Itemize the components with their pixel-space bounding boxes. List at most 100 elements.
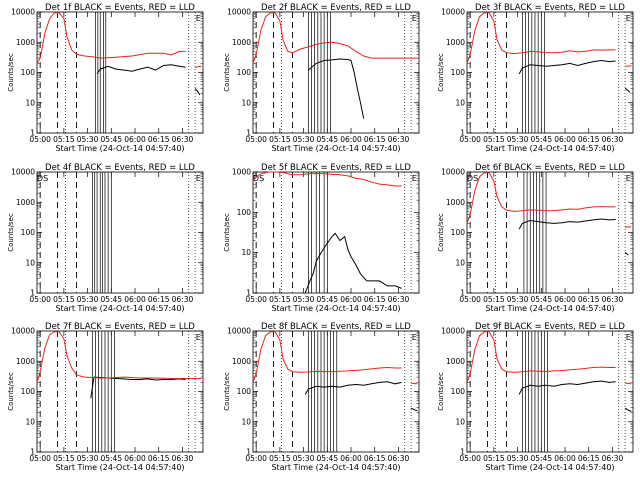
chart-7-xtick-label-5: 06:15 <box>148 454 170 463</box>
chart-9-xtick-label-6: 06:30 <box>602 454 624 463</box>
chart-1-xtick-label-5: 06:15 <box>148 135 170 144</box>
chart-5-xlabel: Start Time (24-Oct-14 04:57:40) <box>271 304 400 313</box>
chart-6-annotation-2: E <box>626 174 631 183</box>
chart-8-xtick-label-1: 05:15 <box>269 454 291 463</box>
chart-5-ytick-label-100: 100 <box>237 208 252 217</box>
chart-8-series-lld-tail <box>411 382 418 385</box>
chart-2-ytick-label-1000: 1000 <box>232 38 251 47</box>
chart-6-xtick-label-3: 05:45 <box>530 295 552 304</box>
chart-4-title: Det 4f BLACK = Events, RED = LLD <box>45 163 195 173</box>
chart-5-ylabel: Counts/sec <box>223 213 231 252</box>
chart-3-xlabel: Start Time (24-Oct-14 04:57:40) <box>485 144 614 153</box>
chart-1-xtick-label-4: 06:00 <box>124 135 146 144</box>
chart-4-ytick-label-10000: 10000 <box>11 168 35 177</box>
chart-9-ytick-label-10: 10 <box>455 417 465 426</box>
chart-5-frame <box>252 171 420 294</box>
chart-9-series-lld-tail <box>625 382 632 385</box>
chart-3-series-lld <box>466 12 616 64</box>
chart-4-xtick-label-5: 06:15 <box>148 295 170 304</box>
chart-9-xtick-label-4: 06:00 <box>554 454 576 463</box>
chart-1-annotation-1: E <box>196 14 201 23</box>
chart-5-annotation-1: DS <box>253 174 264 183</box>
chart-1-series-events-tail <box>194 87 201 96</box>
chart-3-ylabel: Counts/sec <box>437 53 445 92</box>
chart-9-xtick-label-5: 06:15 <box>578 454 600 463</box>
chart-8-xtick-label-6: 06:30 <box>388 454 410 463</box>
chart-2-xtick-label-5: 06:15 <box>364 135 386 144</box>
chart-6-title: Det 6f BLACK = Events, RED = LLD <box>475 163 625 173</box>
chart-7-ylabel: Counts/sec <box>7 372 15 411</box>
chart-7-frame <box>36 330 204 453</box>
chart-2-ytick-label-1: 1 <box>246 129 251 138</box>
chart-6-series-lld-tail <box>625 226 632 228</box>
chart-2-ytick-label-10: 10 <box>241 98 251 107</box>
chart-3-xtick-label-1: 05:15 <box>483 135 505 144</box>
chart-5-xtick-label-5: 06:15 <box>364 295 386 304</box>
chart-2-title: Det 2f BLACK = Events, RED = LLD <box>261 3 411 13</box>
chart-4-annotation-1: DS <box>37 174 48 183</box>
chart-6-xtick-label-5: 06:15 <box>578 295 600 304</box>
chart-1-title: Det 1f BLACK = Events, RED = LLD <box>45 3 195 13</box>
chart-3-xtick-label-5: 06:15 <box>578 135 600 144</box>
chart-6-xtick-label-2: 05:30 <box>507 295 529 304</box>
chart-2-xtick-label-4: 06:00 <box>340 135 362 144</box>
chart-4-ytick-label-10: 10 <box>25 258 35 267</box>
chart-5-ytick-label-10: 10 <box>241 248 251 257</box>
chart-6-ytick-label-10000: 10000 <box>441 168 465 177</box>
chart-6-xtick-label-4: 06:00 <box>554 295 576 304</box>
chart-6-xtick-label-0: 05:00 <box>459 295 481 304</box>
chart-8-ytick-label-100: 100 <box>237 387 252 396</box>
chart-6-annotation-1: DS <box>467 174 478 183</box>
chart-5-xtick-label-0: 05:00 <box>245 295 267 304</box>
chart-7-title: Det 7f BLACK = Events, RED = LLD <box>45 322 195 332</box>
chart-6-ytick-label-1: 1 <box>460 289 465 298</box>
chart-7-annotation-1: E <box>196 333 201 342</box>
chart-3-xtick-label-6: 06:30 <box>602 135 624 144</box>
chart-9-ytick-label-1: 1 <box>460 448 465 457</box>
chart-6-series-lld <box>466 172 616 224</box>
chart-7-ytick-label-10000: 10000 <box>11 327 35 336</box>
chart-8-ytick-label-1: 1 <box>246 448 251 457</box>
chart-4-xtick-label-1: 05:15 <box>53 295 75 304</box>
chart-4-ytick-label-1000: 1000 <box>16 198 35 207</box>
chart-5-series-lld <box>252 171 402 187</box>
chart-2-ytick-label-100: 100 <box>237 68 252 77</box>
chart-5-xtick-label-3: 05:45 <box>316 295 338 304</box>
chart-8-xtick-label-4: 06:00 <box>340 454 362 463</box>
chart-4-xlabel: Start Time (24-Oct-14 04:57:40) <box>55 304 184 313</box>
chart-7-xtick-label-1: 05:15 <box>53 454 75 463</box>
chart-9-title: Det 9f BLACK = Events, RED = LLD <box>475 322 625 332</box>
chart-3-annotation-1: E <box>626 14 631 23</box>
chart-3-ytick-label-10: 10 <box>455 98 465 107</box>
chart-2-frame <box>252 11 420 134</box>
chart-9-annotation-1: E <box>626 333 631 342</box>
chart-8-annotation-1: E <box>412 333 417 342</box>
chart-5-annotation-2: E <box>412 174 417 183</box>
chart-2-xtick-label-3: 05:45 <box>316 135 338 144</box>
chart-4-xtick-label-0: 05:00 <box>29 295 51 304</box>
chart-7-series-lld <box>36 331 202 383</box>
chart-2-xlabel: Start Time (24-Oct-14 04:57:40) <box>271 144 400 153</box>
chart-3-ytick-label-1000: 1000 <box>446 38 465 47</box>
chart-8-xtick-label-3: 05:45 <box>316 454 338 463</box>
chart-8-xlabel: Start Time (24-Oct-14 04:57:40) <box>271 463 400 472</box>
chart-3-ytick-label-10000: 10000 <box>441 8 465 17</box>
chart-1-xlabel: Start Time (24-Oct-14 04:57:40) <box>55 144 184 153</box>
chart-1-ytick-label-1: 1 <box>30 129 35 138</box>
chart-2-xtick-label-2: 05:30 <box>293 135 315 144</box>
chart-6-ytick-label-100: 100 <box>451 228 466 237</box>
chart-9-ytick-label-1000: 1000 <box>446 357 465 366</box>
chart-3-xtick-label-2: 05:30 <box>507 135 529 144</box>
chart-8-xtick-label-5: 06:15 <box>364 454 386 463</box>
chart-2-series-lld <box>252 12 418 64</box>
chart-9-xtick-label-2: 05:30 <box>507 454 529 463</box>
chart-6-xtick-label-6: 06:30 <box>602 295 624 304</box>
